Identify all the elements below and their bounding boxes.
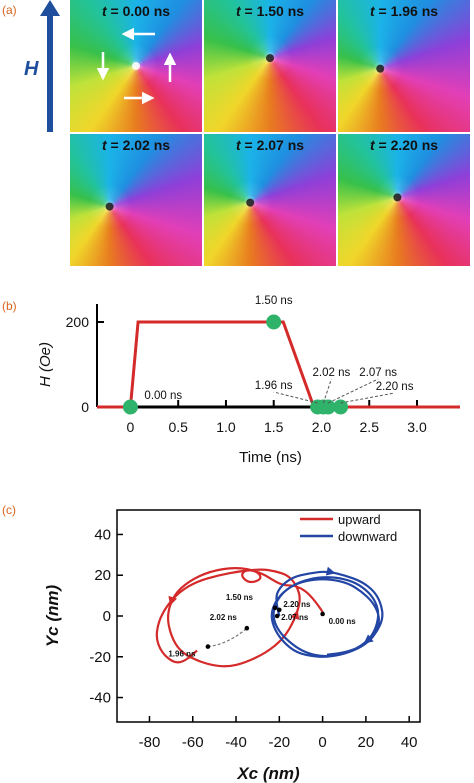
downward-direction-arrow bbox=[325, 566, 336, 576]
snapshot-time-label: t = 2.07 ns bbox=[236, 137, 304, 153]
upward-direction-arrow bbox=[168, 595, 178, 606]
legend-label: upward bbox=[338, 512, 381, 527]
downward-direction-arrow bbox=[363, 634, 374, 644]
x-tick-label: 40 bbox=[401, 734, 418, 751]
x-tick-label: 0.5 bbox=[168, 419, 188, 435]
marker-leader-line bbox=[322, 378, 332, 404]
time-point-label: 1.50 ns bbox=[226, 593, 254, 602]
snapshot-time-label: t = 1.50 ns bbox=[236, 3, 304, 19]
vortex-snapshot: t = 2.02 ns bbox=[70, 134, 202, 266]
time-point bbox=[274, 613, 280, 619]
y-tick-label: 200 bbox=[66, 314, 90, 330]
x-tick-label: -20 bbox=[268, 734, 290, 751]
time-marker bbox=[266, 314, 282, 330]
upward-direction-arrow bbox=[290, 609, 300, 620]
x-tick-label: -40 bbox=[225, 734, 247, 751]
snapshot-time-label: t = 2.02 ns bbox=[102, 137, 170, 153]
time-point bbox=[277, 607, 282, 613]
snapshot-time-label: t = 1.96 ns bbox=[370, 3, 438, 19]
field-direction-arrow bbox=[40, 0, 60, 132]
vortex-snapshot: t = 2.20 ns bbox=[338, 134, 470, 266]
field-label: H bbox=[24, 58, 39, 80]
snapshot-time-label: t = 2.20 ns bbox=[370, 137, 438, 153]
time-point-label: 2.07 ns bbox=[281, 613, 309, 622]
time-point-label: 1.96 ns bbox=[168, 650, 196, 659]
y-tick-label: 40 bbox=[94, 526, 111, 543]
marker-label: 2.02 ns bbox=[313, 367, 351, 379]
marker-leader-line bbox=[340, 392, 395, 404]
x-axis-label: Time (ns) bbox=[239, 449, 302, 466]
x-tick-label: 20 bbox=[358, 734, 375, 751]
y-axis-label: Yc (nm) bbox=[43, 584, 62, 647]
marker-label: 2.20 ns bbox=[376, 381, 414, 393]
y-tick-label: -40 bbox=[89, 690, 111, 707]
marker-label: 1.96 ns bbox=[255, 380, 293, 392]
time-marker bbox=[333, 399, 349, 415]
x-tick-label: 0 bbox=[127, 419, 135, 435]
time-point bbox=[320, 611, 325, 617]
core-trajectory-chart: (c) -80 -60 -40 -20 0 20 40 40 20 0 -20 -40 Xc (nm) Y… bbox=[2, 503, 421, 783]
time-marker bbox=[320, 399, 336, 415]
y-axis-label: H (Oe) bbox=[37, 342, 54, 387]
marker-label: 1.50 ns bbox=[255, 295, 293, 307]
time-point-label: 0.00 ns bbox=[329, 617, 357, 626]
x-tick-label: -80 bbox=[139, 734, 161, 751]
time-point bbox=[244, 625, 250, 631]
y-tick-label: 0 bbox=[81, 399, 89, 415]
y-tick-label: -20 bbox=[89, 649, 111, 666]
x-tick-label: 3.0 bbox=[407, 419, 427, 435]
upward-trajectory bbox=[155, 566, 324, 668]
panel-label-b: (b) bbox=[2, 299, 17, 313]
time-point bbox=[205, 644, 211, 649]
x-tick-label: 1.5 bbox=[264, 419, 284, 435]
time-marker bbox=[122, 399, 138, 415]
vortex-snapshot: t = 1.50 ns bbox=[204, 0, 336, 132]
marker-leader-line bbox=[327, 378, 379, 404]
vortex-snapshot: t = 1.96 ns bbox=[338, 0, 470, 132]
y-tick-label: 20 bbox=[94, 567, 111, 584]
time-point bbox=[272, 605, 278, 611]
connector-dashed-line bbox=[207, 627, 248, 648]
panel-label-c: (c) bbox=[2, 503, 16, 517]
panel-label-a: (a) bbox=[2, 3, 17, 17]
marker-leader-line bbox=[273, 391, 318, 404]
time-point-label: 2.02 ns bbox=[210, 613, 238, 622]
vortex-snapshot: t = 2.07 ns bbox=[204, 134, 336, 266]
y-tick-label: 0 bbox=[103, 608, 111, 625]
snapshot-time-label: t = 0.00 ns bbox=[102, 3, 170, 19]
legend-label: downward bbox=[338, 529, 397, 544]
x-tick-label: 1.0 bbox=[216, 419, 236, 435]
x-tick-label: 2.0 bbox=[312, 419, 332, 435]
field-pulse-chart: (b) 0 200 0 0.5 1.0 1.5 2.0 2.5 3.0 Time (ns) H (O… bbox=[2, 295, 460, 466]
x-tick-label: 0 bbox=[318, 734, 326, 751]
marker-label: 2.07 ns bbox=[359, 367, 397, 379]
vortex-snapshots-panel: (a) H t = 0.00 ns t = 1.50 ns t = 1.96 ns t… bbox=[2, 0, 470, 266]
magnetization-arrows bbox=[96, 27, 177, 105]
marker-label: 0.00 ns bbox=[144, 390, 182, 402]
x-tick-label: -60 bbox=[182, 734, 204, 751]
vortex-snapshot: t = 0.00 ns bbox=[70, 0, 202, 132]
x-axis-label: Xc (nm) bbox=[236, 764, 300, 783]
time-point-label: 2.20 ns bbox=[283, 600, 311, 609]
downward-trajectory bbox=[270, 570, 384, 658]
x-tick-label: 2.5 bbox=[360, 419, 380, 435]
